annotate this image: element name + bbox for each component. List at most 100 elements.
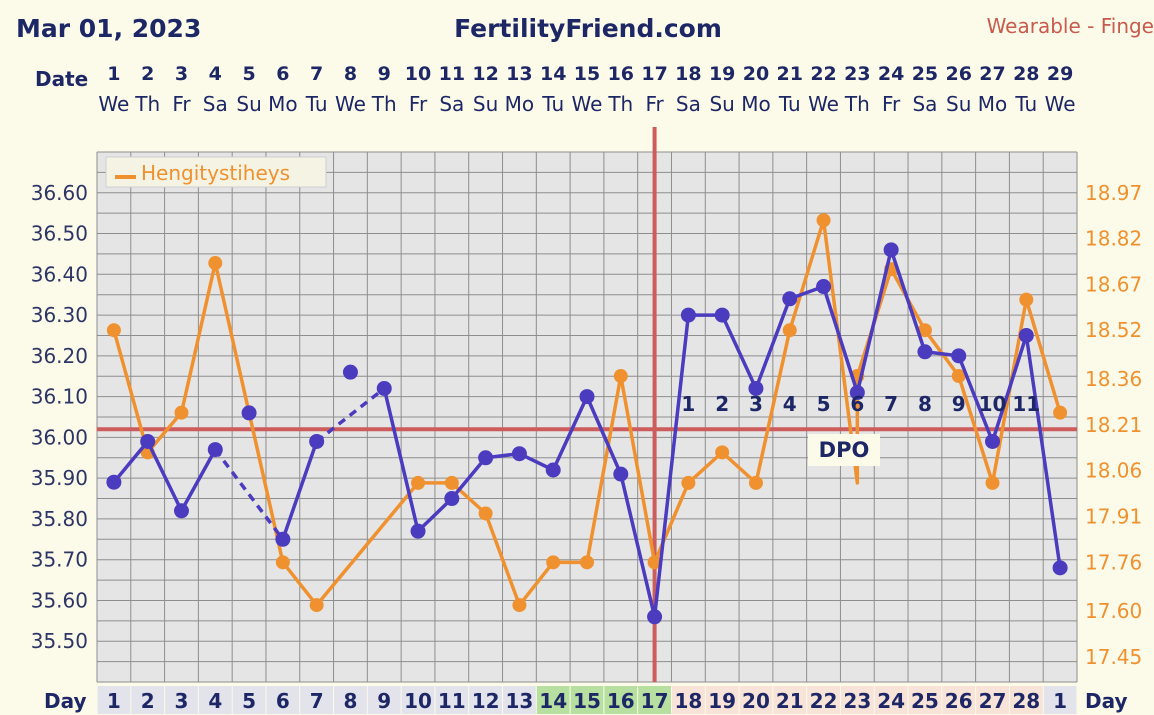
date-number: 6 <box>276 63 289 85</box>
left-tick-label: 36.60 <box>31 181 88 205</box>
dpo-number: 6 <box>850 392 864 416</box>
temperature-line <box>720 314 758 390</box>
date-number: 17 <box>641 63 667 85</box>
cycle-day-number: 19 <box>708 689 736 713</box>
respiration-point <box>681 475 696 490</box>
weekday-label: Tu <box>541 92 564 116</box>
date-number: 14 <box>540 63 566 85</box>
respiration-point <box>647 555 662 570</box>
weekday-label: Su <box>473 92 498 116</box>
cycle-day-number: 24 <box>877 689 905 713</box>
date-number: 2 <box>141 63 154 85</box>
dpo-number: 4 <box>783 392 797 416</box>
cycle-day-number: 7 <box>310 689 324 713</box>
respiration-point <box>275 555 290 570</box>
right-axis: 18.97 18.82 18.67 18.52 18.36 18.21 18.06 17.91… <box>1085 181 1142 669</box>
left-tick-label: 35.50 <box>31 629 88 653</box>
day-cell <box>503 686 536 714</box>
weekday-label: We <box>1045 92 1076 116</box>
date-number: 20 <box>743 63 769 85</box>
date-number: 22 <box>810 63 836 85</box>
left-tick-label: 35.60 <box>31 588 88 612</box>
temperature-point <box>173 503 189 519</box>
day-cell <box>401 686 435 714</box>
temperature-point <box>748 380 764 396</box>
cycle-day-row: 1 2 3 4 5 6 7 8 9 10 11 12 13 14 15 16 17 18 19 20 21 22 23 24 2… <box>107 689 1067 713</box>
cycle-day-number: 23 <box>843 689 871 713</box>
left-tick-label: 36.10 <box>31 385 88 409</box>
right-tick-label: 18.36 <box>1085 367 1142 391</box>
weekday-label: Fr <box>409 92 428 116</box>
header-source: Wearable - Finge <box>987 14 1154 38</box>
temperature-gap-line <box>213 448 285 541</box>
dpo-number: 5 <box>817 392 831 416</box>
weekday-label: Sa <box>912 92 937 116</box>
respiration-point <box>816 213 831 228</box>
temperature-point <box>207 442 223 458</box>
weekday-label: Tu <box>1014 92 1037 116</box>
temperature-point <box>883 242 899 258</box>
weekday-label: Fr <box>172 92 191 116</box>
dpo-number: 7 <box>884 392 898 416</box>
temperature-line <box>957 355 995 443</box>
day-cell <box>1009 686 1043 714</box>
day-cell <box>266 686 300 714</box>
temperature-point <box>680 307 696 323</box>
date-number: 7 <box>310 63 323 85</box>
temperature-point <box>410 523 426 539</box>
left-tick-label: 36.00 <box>31 425 88 449</box>
respiration-point <box>917 323 932 338</box>
temperature-line <box>416 497 454 533</box>
date-number: 24 <box>878 63 904 85</box>
temperature-point <box>241 405 257 421</box>
respiration-point <box>512 598 527 613</box>
date-number: 25 <box>912 63 938 85</box>
day-cell <box>232 686 266 714</box>
weekday-label: We <box>98 92 129 116</box>
right-tick-label: 18.06 <box>1085 459 1142 483</box>
day-cell <box>536 686 570 714</box>
weekday-label: Su <box>236 92 261 116</box>
day-cell <box>671 686 705 714</box>
left-axis: 36.60 36.50 36.40 36.30 36.20 36.10 36.00 35.90… <box>31 181 88 653</box>
temperature-point <box>579 389 595 405</box>
day-row-label-right: Day <box>1085 689 1128 713</box>
respiration-point <box>309 598 324 613</box>
day-cell <box>773 686 807 714</box>
date-number: 28 <box>1013 63 1039 85</box>
dpo-number: 10 <box>979 392 1007 416</box>
temperature-line <box>821 286 860 394</box>
weekday-label: Mo <box>268 92 298 116</box>
cycle-day-number: 22 <box>810 689 838 713</box>
cycle-day-number: 2 <box>141 689 155 713</box>
day-cell <box>570 686 604 714</box>
day-cell <box>1043 686 1077 714</box>
header-date: Mar 01, 2023 <box>16 14 201 43</box>
cycle-day-number: 9 <box>377 689 391 713</box>
legend-label: Hengitystiheys <box>141 161 290 185</box>
dpo-label-bg <box>808 434 880 466</box>
day-cell <box>97 686 131 714</box>
date-number: 1 <box>107 63 120 85</box>
day-cell <box>840 686 874 714</box>
cycle-day-number: 17 <box>641 689 669 713</box>
right-tick-label: 18.82 <box>1085 227 1142 251</box>
cycle-day-number: 4 <box>208 689 222 713</box>
cycle-day-number: 6 <box>276 689 290 713</box>
temperature-point <box>917 344 933 360</box>
respiration-point <box>1019 292 1034 307</box>
dpo-label: DPO <box>819 438 870 462</box>
day-cell <box>300 686 334 714</box>
cycle-day-number: 13 <box>505 689 533 713</box>
right-tick-label: 17.91 <box>1085 505 1142 529</box>
right-tick-label: 17.60 <box>1085 599 1142 623</box>
temperature-point <box>545 462 561 478</box>
left-tick-label: 35.80 <box>31 507 88 531</box>
dpo-number: 8 <box>918 392 932 416</box>
date-number: 9 <box>378 63 391 85</box>
cycle-day-number: 21 <box>776 689 804 713</box>
plot-grid <box>96 151 1078 683</box>
respiration-point <box>208 256 223 271</box>
temperature-point <box>275 531 291 547</box>
cycle-day-number: 27 <box>979 689 1007 713</box>
